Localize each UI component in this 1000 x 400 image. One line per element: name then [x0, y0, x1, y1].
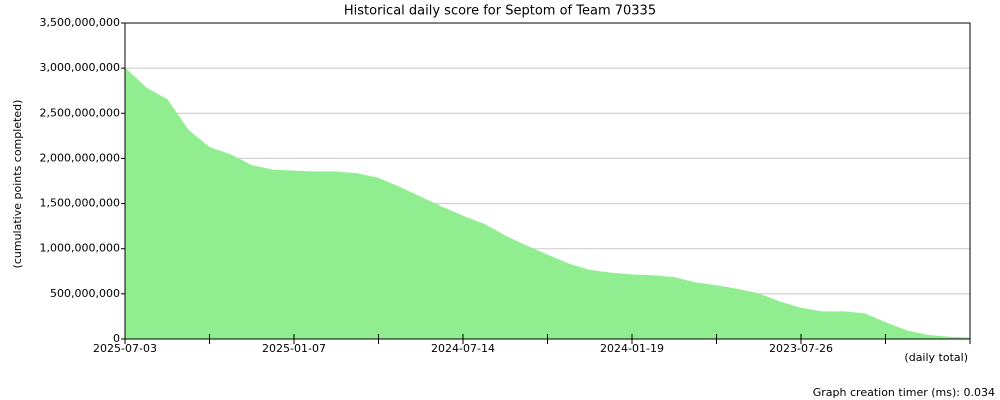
x-axis-label: (daily total): [904, 351, 968, 364]
area: [124, 66, 971, 340]
x-tick-label: 2024-07-14: [431, 342, 495, 355]
y-tick-label: 1,000,000,000: [40, 242, 120, 255]
y-tick-label: 3,000,000,000: [40, 61, 120, 74]
y-tick-label: 0: [113, 332, 120, 345]
y-tick-label: 1,500,000,000: [40, 197, 120, 210]
x-tick-label: 2025-07-03: [93, 342, 157, 355]
x-tick-label: 2023-07-26: [769, 342, 833, 355]
y-tick-label: 2,000,000,000: [40, 151, 120, 164]
y-axis-label: (cumulative points completed): [11, 100, 24, 269]
chart-title: Historical daily score for Septom of Tea…: [344, 4, 656, 19]
y-tick-label: 2,500,000,000: [40, 106, 120, 119]
y-tick-label: 3,500,000,000: [40, 16, 120, 29]
x-tick-label: 2024-01-19: [600, 342, 664, 355]
x-tick-label: 2025-01-07: [262, 342, 326, 355]
y-tick-label: 500,000,000: [50, 287, 120, 300]
footer: Graph creation timer (ms): 0.034: [813, 386, 995, 399]
